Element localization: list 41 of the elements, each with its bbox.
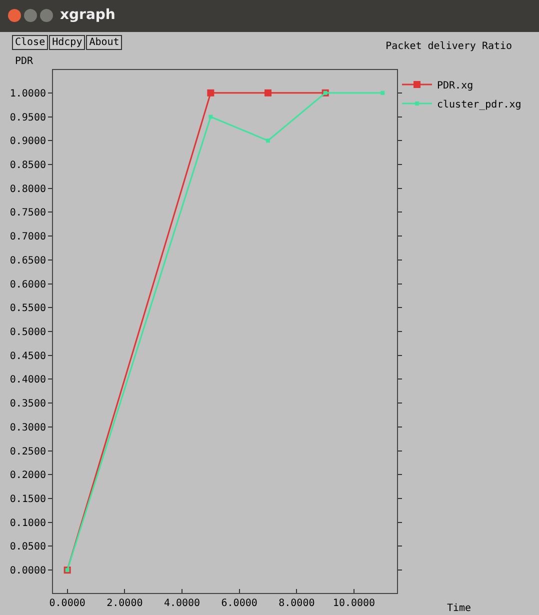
- y-tick-label: 0.4500: [10, 350, 46, 362]
- y-tick-label: 0.6500: [10, 255, 46, 266]
- y-tick-label: 1.0000: [10, 88, 46, 100]
- x-tick-label: 2.0000: [106, 598, 143, 609]
- x-tick-label: 0.0000: [49, 598, 86, 609]
- y-tick-label: 0.9000: [10, 136, 46, 148]
- y-tick-label: 0.7500: [10, 208, 46, 219]
- y-tick-label: 0.8000: [10, 184, 46, 195]
- point: [266, 138, 270, 143]
- y-tick-label: 0.6000: [10, 279, 46, 290]
- text: Packet delivery Ratio: [386, 41, 512, 52]
- x-tick-label: 4.0000: [164, 598, 200, 609]
- text: Hdcpy: [49, 35, 86, 50]
- text: About: [86, 35, 122, 50]
- y-tick-label: 0.9500: [10, 112, 46, 124]
- y-tick-label: 0.2500: [10, 446, 46, 458]
- y-axis-title: PDR: [15, 56, 34, 67]
- y-tick-label: 0.0500: [10, 542, 46, 553]
- y-tick-label: 0.2000: [10, 470, 46, 482]
- y-tick-label: 0.8500: [10, 160, 46, 171]
- y-tick-label: 0.3000: [10, 422, 46, 434]
- y-tick-label: 0.4000: [10, 374, 46, 386]
- point: [264, 89, 272, 96]
- y-tick-label: 0.7000: [10, 232, 46, 243]
- text: xgraph: [60, 7, 116, 23]
- legend-label: PDR.xg: [437, 80, 474, 92]
- y-tick-label: 0.5000: [10, 327, 46, 338]
- point: [208, 114, 213, 119]
- y-tick-label: 0.1500: [10, 494, 46, 506]
- x-tick-label: 8.0000: [278, 598, 315, 609]
- y-tick-label: 0.5500: [10, 303, 46, 314]
- y-tick-label: 0.1000: [10, 518, 46, 529]
- x-tick-label: 10.0000: [332, 598, 376, 609]
- x-tick-label: 6.0000: [221, 598, 258, 609]
- point: [207, 89, 214, 96]
- y-tick-label: 0.3500: [10, 398, 46, 410]
- x-axis-title: Time: [447, 603, 472, 614]
- text: Close: [12, 35, 48, 50]
- legend-label: cluster_pdr.xg: [437, 99, 522, 110]
- point: [380, 90, 385, 95]
- y-tick-label: 0.0000: [10, 566, 46, 577]
